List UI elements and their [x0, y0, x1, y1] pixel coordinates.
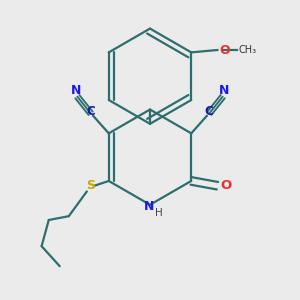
Text: N: N — [71, 83, 81, 97]
Text: O: O — [219, 44, 230, 56]
Text: N: N — [144, 200, 154, 213]
Text: H: H — [155, 208, 162, 218]
Text: C: C — [205, 105, 213, 118]
Text: O: O — [220, 179, 232, 192]
Text: N: N — [219, 83, 229, 97]
Text: CH₃: CH₃ — [239, 45, 257, 55]
Text: C: C — [87, 105, 95, 118]
Text: S: S — [86, 179, 95, 192]
